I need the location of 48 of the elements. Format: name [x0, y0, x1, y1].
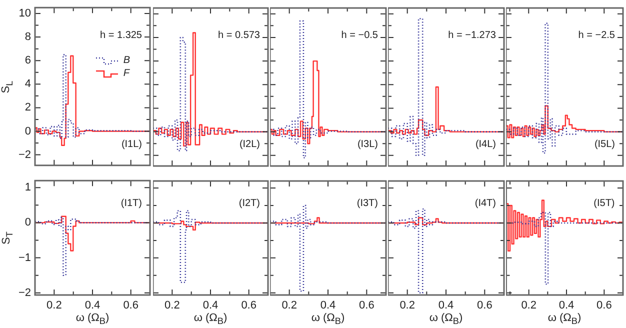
- annotation: (I1T): [120, 198, 142, 210]
- annotation: (I5T): [594, 198, 615, 210]
- x-tick-label: 0.2: [46, 300, 62, 312]
- annotation: (I3T): [356, 198, 378, 210]
- annotation: (I4L): [475, 139, 496, 151]
- x-axis-title: ω (Ω$_{B}$): [74, 312, 110, 328]
- annotation: (I4T): [474, 198, 496, 210]
- annotation: h = 0.573: [218, 30, 260, 42]
- y-tick-label: 0: [24, 126, 31, 138]
- annotation: h = −2.5: [578, 30, 615, 42]
- legend-label: B: [123, 54, 130, 66]
- x-tick-label: 0.4: [438, 300, 454, 312]
- x-axis-title: ω (Ω$_{B}$): [192, 312, 228, 328]
- annotation: h = 1.325: [100, 30, 142, 42]
- y-tick-label: −1: [18, 252, 31, 264]
- x-tick-label: 0.2: [520, 300, 536, 312]
- annotation: (I2T): [238, 198, 260, 210]
- y-tick-label: 0: [24, 217, 31, 230]
- y-tick-label: 2: [24, 102, 31, 114]
- x-tick-label: 0.6: [359, 300, 374, 312]
- y-tick-label: 1: [24, 182, 31, 194]
- y-tick-label: 8: [24, 31, 31, 44]
- x-axis-title: ω (Ω$_{B}$): [310, 312, 346, 328]
- x-tick-label: 0.4: [558, 300, 574, 312]
- y-tick-label: 6: [24, 55, 31, 68]
- annotation: (I3L): [357, 139, 378, 151]
- x-axis-title: ω (Ω$_{B}$): [546, 312, 582, 328]
- x-axis-title: ω (Ω$_{B}$): [428, 312, 464, 328]
- x-tick-label: 0.2: [282, 300, 297, 312]
- y-tick-label: −2: [18, 287, 31, 300]
- y-tick-label: −2: [18, 149, 31, 162]
- annotation: h = −0.5: [341, 30, 378, 42]
- x-tick-label: 0.2: [400, 300, 415, 312]
- x-tick-label: 0.6: [241, 300, 256, 312]
- annotation: h = −1.273: [448, 30, 496, 42]
- legend-label: F: [123, 68, 130, 80]
- x-tick-label: 0.6: [596, 300, 612, 312]
- annotation: (I1L): [121, 138, 142, 151]
- x-tick-label: 0.4: [320, 300, 336, 312]
- x-tick-label: 0.6: [123, 300, 138, 312]
- annotation: (I2L): [239, 139, 260, 151]
- y-tick-label: 10: [18, 8, 31, 20]
- x-tick-label: 0.6: [477, 300, 492, 312]
- y-tick-label: 4: [24, 78, 31, 91]
- x-tick-label: 0.2: [164, 300, 180, 312]
- x-tick-label: 0.4: [84, 300, 100, 312]
- annotation: (I5L): [594, 139, 615, 151]
- x-tick-label: 0.4: [202, 300, 218, 312]
